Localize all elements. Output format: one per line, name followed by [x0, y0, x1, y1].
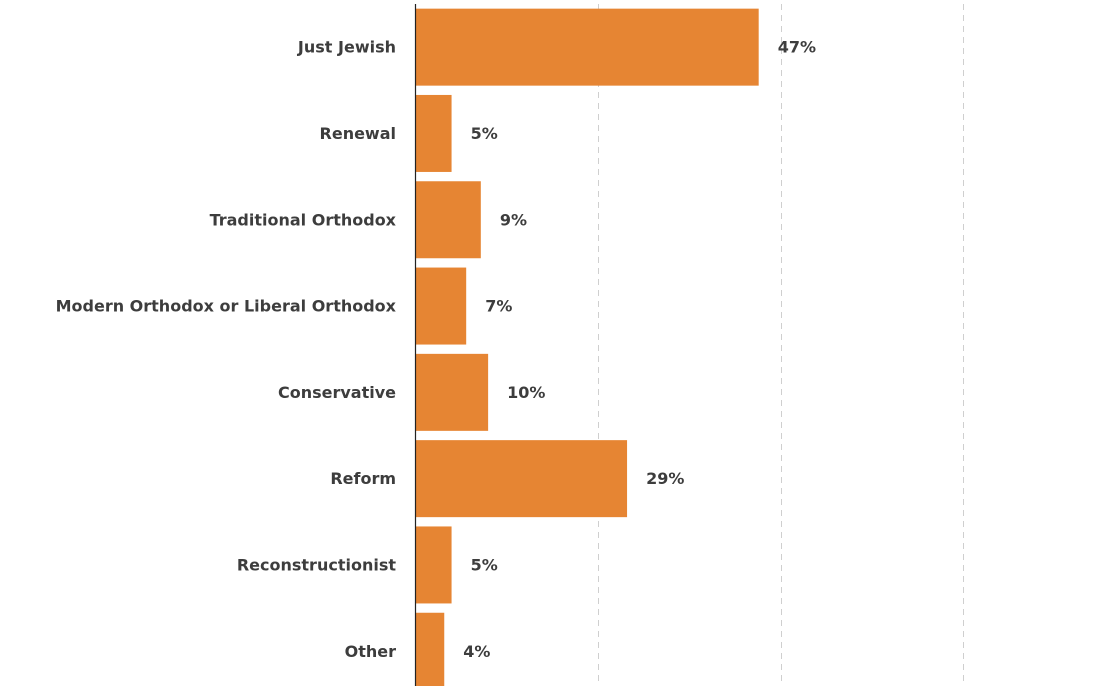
value-label-1: 47%: [778, 38, 816, 57]
bar-6: [415, 440, 628, 518]
bar-4: [415, 267, 467, 345]
category-label-8: Other: [345, 642, 396, 661]
value-label-6: 29%: [646, 469, 684, 488]
category-label-7: Reconstructionist: [237, 555, 397, 574]
value-label-2: 5%: [471, 124, 498, 143]
bar-5: [415, 353, 489, 431]
category-labels: Just Jewish Renewal Traditional Orthodox Mo…: [56, 38, 397, 661]
gridlines: [598, 4, 964, 686]
bars: [415, 8, 759, 686]
category-label-1: Just Jewish: [297, 38, 396, 57]
category-label-6: Reform: [330, 469, 396, 488]
category-label-4: Modern Orthodox or Liberal Orthodox: [56, 297, 397, 316]
bar-3: [415, 181, 481, 259]
value-label-3: 9%: [500, 210, 527, 229]
bar-2: [415, 94, 452, 172]
bar-7: [415, 526, 452, 604]
value-label-5: 10%: [507, 383, 545, 402]
value-label-8: 4%: [463, 642, 490, 661]
category-label-3: Traditional Orthodox: [210, 210, 397, 229]
value-label-4: 7%: [485, 297, 512, 316]
bar-1: [415, 8, 759, 86]
bar-8: [415, 612, 445, 686]
category-label-2: Renewal: [320, 124, 396, 143]
value-labels: 47% 5% 9% 7% 10% 29% 5% 4%: [463, 38, 816, 661]
category-label-5: Conservative: [278, 383, 396, 402]
value-label-7: 5%: [471, 555, 498, 574]
